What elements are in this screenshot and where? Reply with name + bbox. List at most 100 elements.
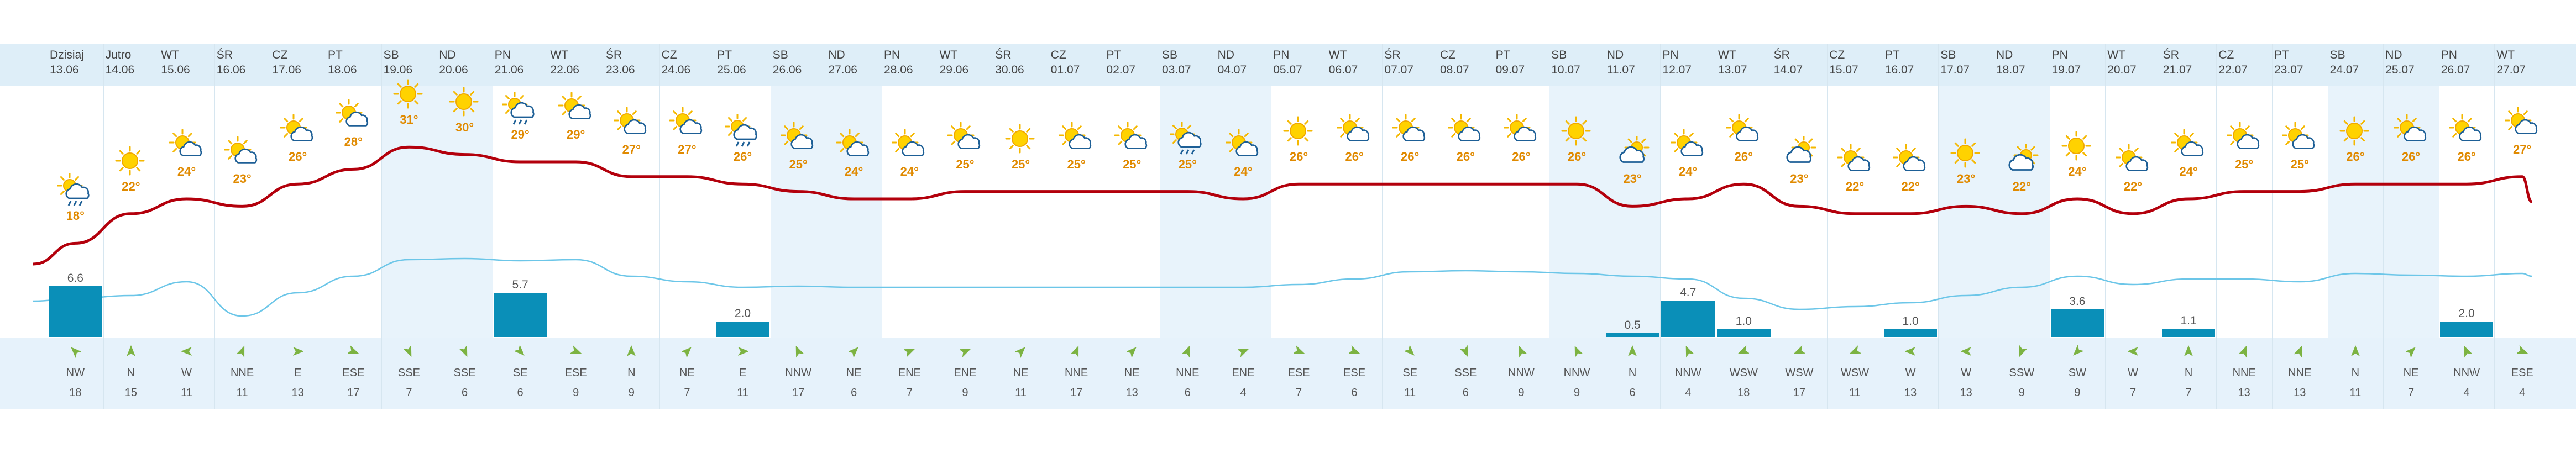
day-name: ŚR [2163,49,2179,61]
day-header: ND 18.07 [1996,48,2025,77]
column-separator [2383,44,2384,409]
day-date: 13.06 [50,64,79,76]
weekend-column [437,86,493,338]
day-date: 10.07 [1551,64,1580,76]
day-header: WT 13.07 [1718,48,1747,77]
day-name: Jutro [105,49,132,61]
wind-arrow-icon [2404,345,2417,359]
day-date: 27.07 [2496,64,2526,76]
temperature-curve [33,145,2533,266]
day-name: CZ [272,49,288,61]
wind-direction: NE [1124,367,1140,379]
temperature-label: 25° [789,157,808,171]
cloud-sun-icon [1782,135,1817,172]
wind-speed: 7 [1295,387,1302,399]
rain-amount-label: 5.7 [512,278,528,292]
wind-speed: 11 [2349,387,2362,399]
day-date: 15.07 [1829,64,1858,76]
temperature-label: 24° [845,165,863,178]
day-header: WT 20.07 [2107,48,2137,77]
wind-arrow-icon [292,345,304,358]
wind-arrow-icon [1904,345,1916,358]
day-name: ND [828,49,845,61]
wind-speed: 7 [2407,387,2415,399]
day-date: 19.06 [383,64,413,76]
wind-speed: 17 [1793,387,1806,399]
wind-speed: 9 [962,387,968,399]
day-header: PN 28.06 [884,48,913,77]
day-header: ŚR 23.06 [606,48,635,77]
wind-direction: SSE [453,367,476,379]
day-name: WT [550,49,569,61]
sun-cloud-icon [836,129,872,165]
wind-speed: 13 [291,387,304,399]
rain-bar [1883,329,1938,337]
wind-direction: NNW [1674,367,1701,379]
day-name: WT [161,49,179,61]
wind-speed: 11 [181,387,192,399]
wind-arrow-icon [1516,345,1527,358]
wind-arrow-icon [403,345,415,358]
wind-arrow-icon [1237,345,1249,358]
day-header: ND 11.07 [1607,48,1635,77]
rain-amount-label: 1.0 [1902,315,1919,328]
day-date: 12.07 [1662,64,1692,76]
day-date: 29.06 [939,64,969,76]
day-header: PN 21.06 [495,48,524,77]
sun-cloud-icon [1503,114,1539,150]
temperature-label: 27° [2513,142,2532,156]
wind-speed: 18 [1737,387,1750,399]
rain-amount-label: 4.7 [1680,286,1697,299]
temperature-label: 27° [678,142,697,156]
wind-arrow-icon [737,345,749,358]
temperature-label: 26° [1345,150,1364,164]
sun-icon [2338,114,2373,150]
wind-speed: 13 [2238,387,2250,399]
wind-speed: 6 [1351,387,1358,399]
day-name: WT [1328,49,1347,61]
temperature-label: 22° [2012,179,2031,193]
temperature-label: 23° [233,172,252,186]
day-date: 27.06 [828,64,857,76]
column-separator [1382,44,1383,409]
wind-speed: 4 [1685,387,1692,399]
temperature-label: 26° [1289,150,1308,164]
day-name: SB [2329,49,2345,61]
column-separator [1938,44,1939,409]
wind-direction: ENE [898,367,921,379]
day-header: WT 29.06 [940,48,969,77]
column-separator [2272,44,2273,409]
wind-direction: NE [846,367,862,379]
wind-speed: 6 [1462,387,1469,399]
wind-arrow-icon [70,345,82,359]
temperature-label: 26° [2346,150,2365,164]
cloud-rain-sun-icon [724,113,761,150]
wind-speed: 6 [1184,387,1191,399]
wind-direction: NW [66,367,85,379]
sun-icon [447,85,483,120]
day-header: PT 18.06 [328,48,357,77]
day-date: 21.07 [2163,64,2192,76]
temperature-label: 29° [511,128,530,141]
wind-arrow-icon [2016,345,2028,358]
day-name: WT [1718,49,1736,61]
rain-amount-label: 3.6 [2069,294,2086,308]
day-name: ŚR [606,49,622,61]
day-date: 16.07 [1884,64,1914,76]
sun-cloud-icon [669,107,705,143]
temperature-label: 31° [400,113,418,127]
rain-bar [716,322,769,337]
day-name: ŚR [995,49,1012,61]
column-separator [1827,44,1828,409]
day-date: 24.06 [661,64,691,76]
wind-speed: 4 [2519,387,2526,399]
wind-direction: E [294,367,302,379]
day-header: Dzisiaj 13.06 [50,48,84,77]
day-header: WT 15.06 [161,48,190,77]
wind-speed: 18 [69,387,82,399]
wind-arrow-icon [1572,345,1583,358]
day-name: SB [1551,49,1567,61]
wind-speed: 13 [1125,387,1138,399]
day-header: ND 04.07 [1218,48,1247,77]
